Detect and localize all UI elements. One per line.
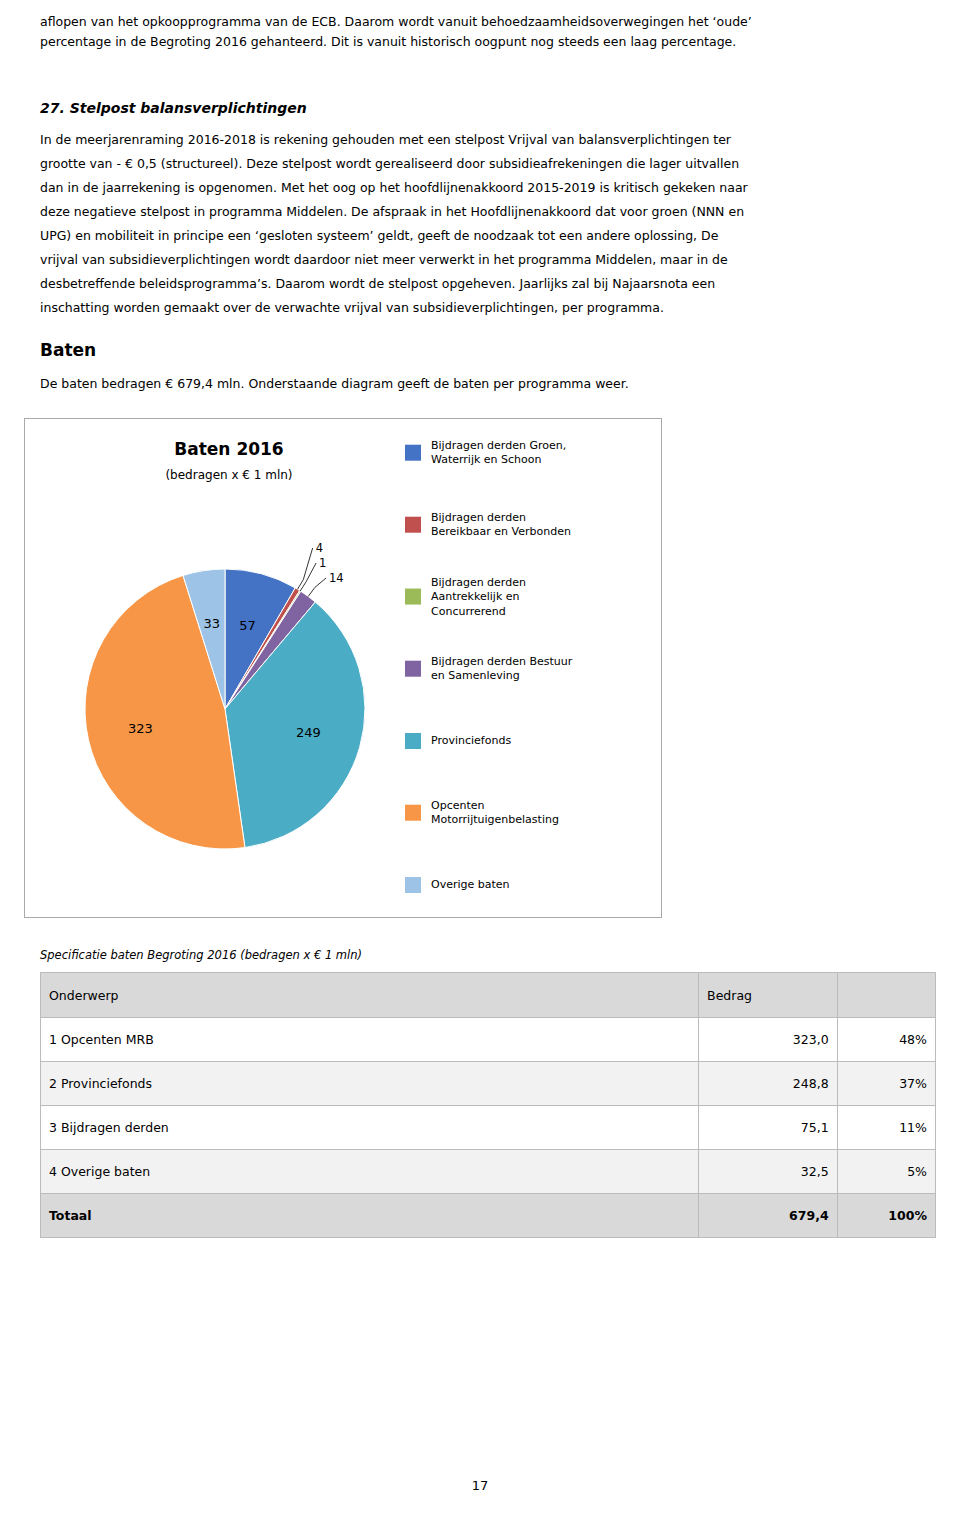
- table-total: Totaal679,4100%: [41, 1193, 935, 1237]
- table-row: 4 Overige baten32,55%: [41, 1149, 935, 1193]
- pie-labels: 57 249 323 33 4114: [128, 541, 344, 740]
- legend-item: Bijdragen derden Groen, Waterrijk en Sch…: [405, 439, 566, 468]
- body-text: inschatting worden gemaakt over de verwa…: [40, 300, 664, 315]
- legend-label: Opcenten Motorrijtuigenbelasting: [431, 799, 559, 828]
- body-text: deze negatieve stelpost in programma Mid…: [40, 204, 744, 219]
- table-cell: [837, 973, 935, 1017]
- legend-label: Overige baten: [431, 878, 510, 892]
- body-text: grootte van - € 0,5 (structureel). Deze …: [40, 156, 739, 171]
- legend-swatch: [405, 589, 421, 605]
- pie-slice: [183, 569, 225, 709]
- body-text: vrijval van subsidieverplichtingen wordt…: [40, 252, 728, 267]
- data-label: 4: [316, 541, 323, 555]
- data-label: 33: [204, 616, 221, 631]
- legend-item: Provinciefonds: [405, 733, 511, 749]
- legend-label: Bijdragen derden Bereikbaar en Verbonden: [431, 511, 571, 540]
- legend: Bijdragen derden Groen, Waterrijk en Sch…: [405, 439, 650, 899]
- table-cell: 323,0: [698, 1018, 837, 1061]
- table-row: 3 Bijdragen derden75,111%: [41, 1105, 935, 1149]
- table-cell: 32,5: [698, 1150, 837, 1193]
- table-cell: 3 Bijdragen derden: [41, 1106, 698, 1149]
- body-text: UPG) en mobiliteit in principe een ‘gesl…: [40, 228, 718, 243]
- table-header: OnderwerpBedrag: [41, 973, 935, 1017]
- table-cell: 679,4: [698, 1194, 837, 1237]
- legend-swatch: [405, 877, 421, 893]
- body-text: In de meerjarenraming 2016-2018 is reken…: [40, 132, 731, 147]
- table-header-cell: Bedrag: [698, 973, 837, 1017]
- legend-label: Provinciefonds: [431, 734, 511, 748]
- legend-item: Overige baten: [405, 877, 510, 893]
- table-cell: Totaal: [41, 1194, 698, 1237]
- section-heading: 27. Stelpost balansverplichtingen: [40, 100, 307, 116]
- table-cell: 37%: [837, 1062, 935, 1105]
- legend-item: Bijdragen derden Aantrekkelijk en Concur…: [405, 576, 526, 619]
- section-heading: Baten: [40, 340, 96, 360]
- table-cell: 48%: [837, 1018, 935, 1061]
- data-label: 249: [296, 725, 321, 740]
- leader-line: [308, 578, 326, 596]
- table-cell: 75,1: [698, 1106, 837, 1149]
- chart-box: Baten 2016 (bedragen x € 1 mln) 57 249 323 33…: [24, 418, 662, 918]
- table-cell: 248,8: [698, 1062, 837, 1105]
- legend-item: Bijdragen derden Bestuur en Samenleving: [405, 655, 572, 684]
- table-cell: 5%: [837, 1150, 935, 1193]
- table-title: Specificatie baten Begroting 2016 (bedra…: [40, 948, 362, 962]
- table-cell: 11%: [837, 1106, 935, 1149]
- table-row: 1 Opcenten MRB323,048%: [41, 1017, 935, 1061]
- body-text: aflopen van het opkoopprogramma van de E…: [40, 14, 752, 29]
- chart-title: Baten 2016: [174, 439, 283, 459]
- table-cell: 2 Provinciefonds: [41, 1062, 698, 1105]
- table: OnderwerpBedrag1 Opcenten MRB323,048%2 P…: [40, 972, 936, 1238]
- chart-subtitle: (bedragen x € 1 mln): [165, 468, 292, 482]
- pie-slices: [85, 569, 365, 849]
- table-row: 2 Provinciefonds248,837%: [41, 1061, 935, 1105]
- body-text: desbetreffende beleidsprogramma’s. Daaro…: [40, 276, 715, 291]
- data-label: 1: [319, 556, 326, 570]
- legend-swatch: [405, 445, 421, 461]
- legend-item: Opcenten Motorrijtuigenbelasting: [405, 799, 559, 828]
- table-cell: 4 Overige baten: [41, 1150, 698, 1193]
- legend-label: Bijdragen derden Aantrekkelijk en Concur…: [431, 576, 526, 619]
- legend-item: Bijdragen derden Bereikbaar en Verbonden: [405, 511, 571, 540]
- leader-line: [300, 563, 316, 591]
- pie-chart: Baten 2016 (bedragen x € 1 mln) 57 249 323 33…: [25, 419, 661, 917]
- pie-slice: [225, 602, 365, 848]
- data-label: 323: [128, 721, 153, 736]
- body-text: dan in de jaarrekening is opgenomen. Met…: [40, 180, 748, 195]
- table-cell: 1 Opcenten MRB: [41, 1018, 698, 1061]
- legend-label: Bijdragen derden Bestuur en Samenleving: [431, 655, 572, 684]
- page-number: 17: [0, 1478, 960, 1493]
- legend-swatch: [405, 661, 421, 677]
- legend-swatch: [405, 733, 421, 749]
- table-cell: 100%: [837, 1194, 935, 1237]
- legend-swatch: [405, 517, 421, 533]
- body-text: De baten bedragen € 679,4 mln. Onderstaa…: [40, 376, 629, 391]
- data-label: 14: [329, 571, 344, 585]
- body-text: percentage in de Begroting 2016 gehantee…: [40, 34, 736, 49]
- legend-label: Bijdragen derden Groen, Waterrijk en Sch…: [431, 439, 566, 468]
- legend-swatch: [405, 805, 421, 821]
- data-label: 57: [239, 618, 256, 633]
- table-header-cell: Onderwerp: [41, 973, 698, 1017]
